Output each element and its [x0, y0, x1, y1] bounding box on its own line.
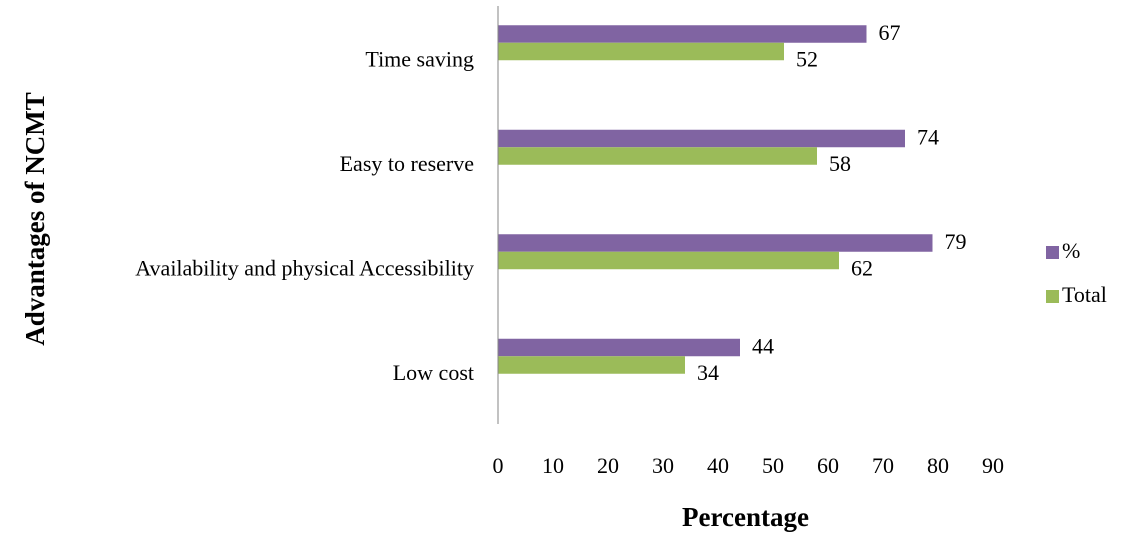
bar-percent-easy-to-reserve [498, 129, 905, 148]
x-tick-label-0: 0 [493, 453, 504, 478]
bar-percent-availability-and-physical-accessibility [498, 234, 933, 252]
x-tick-label-80: 80 [927, 453, 949, 478]
x-tick-labels-group: 0 10 20 30 40 50 60 70 80 90 [493, 453, 1005, 478]
x-tick-label-30: 30 [652, 453, 674, 478]
category-label-time-saving: Time saving [365, 46, 474, 71]
data-label-percent-low-cost: 44 [752, 334, 774, 359]
y-axis-title: Advantages of NCMT [20, 92, 50, 346]
bar-total-low-cost [498, 356, 685, 374]
legend: % Total [1046, 238, 1107, 307]
x-tick-label-50: 50 [762, 453, 784, 478]
x-tick-label-10: 10 [542, 453, 564, 478]
category-label-availability-and-physical-accessibility: Availability and physical Accessibility [135, 255, 474, 280]
data-label-percent-easy-to-reserve: 74 [917, 125, 939, 150]
data-labels-group: 67 52 74 58 79 62 44 34 [697, 20, 967, 385]
bar-percent-time-saving [498, 25, 867, 43]
x-tick-label-60: 60 [817, 453, 839, 478]
x-axis-title: Percentage [682, 502, 809, 532]
category-labels-group: Time saving Easy to reserve Availability a… [135, 46, 474, 385]
data-label-total-time-saving: 52 [796, 47, 818, 72]
legend-label-total: Total [1062, 282, 1107, 307]
x-tick-label-90: 90 [982, 453, 1004, 478]
data-label-percent-availability-and-physical-accessibility: 79 [945, 229, 967, 254]
legend-swatch-percent [1046, 246, 1059, 259]
legend-label-percent: % [1062, 238, 1080, 263]
category-label-low-cost: Low cost [393, 360, 474, 385]
data-label-total-low-cost: 34 [697, 360, 719, 385]
x-tick-label-40: 40 [707, 453, 729, 478]
bar-total-easy-to-reserve [498, 147, 817, 165]
bar-total-time-saving [498, 42, 784, 61]
bar-percent-low-cost [498, 338, 740, 357]
data-label-total-easy-to-reserve: 58 [829, 151, 851, 176]
bars-group [498, 25, 933, 374]
category-label-easy-to-reserve: Easy to reserve [340, 151, 474, 176]
data-label-percent-time-saving: 67 [879, 20, 901, 45]
bar-total-availability-and-physical-accessibility [498, 251, 839, 270]
data-label-total-availability-and-physical-accessibility: 62 [851, 256, 873, 281]
x-tick-label-70: 70 [872, 453, 894, 478]
x-tick-label-20: 20 [597, 453, 619, 478]
legend-swatch-total [1046, 290, 1059, 303]
